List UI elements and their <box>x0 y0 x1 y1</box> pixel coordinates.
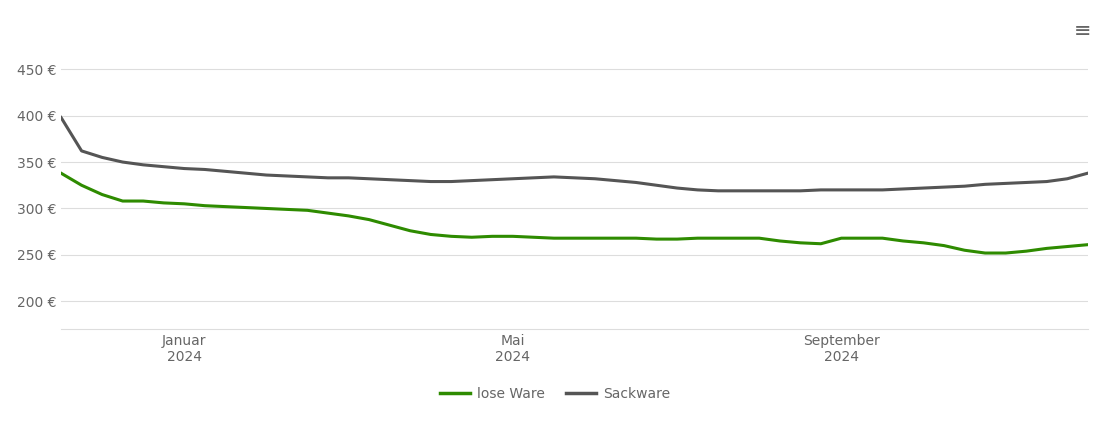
Text: ≡: ≡ <box>1073 21 1091 41</box>
Legend: lose Ware, Sackware: lose Ware, Sackware <box>434 381 676 407</box>
